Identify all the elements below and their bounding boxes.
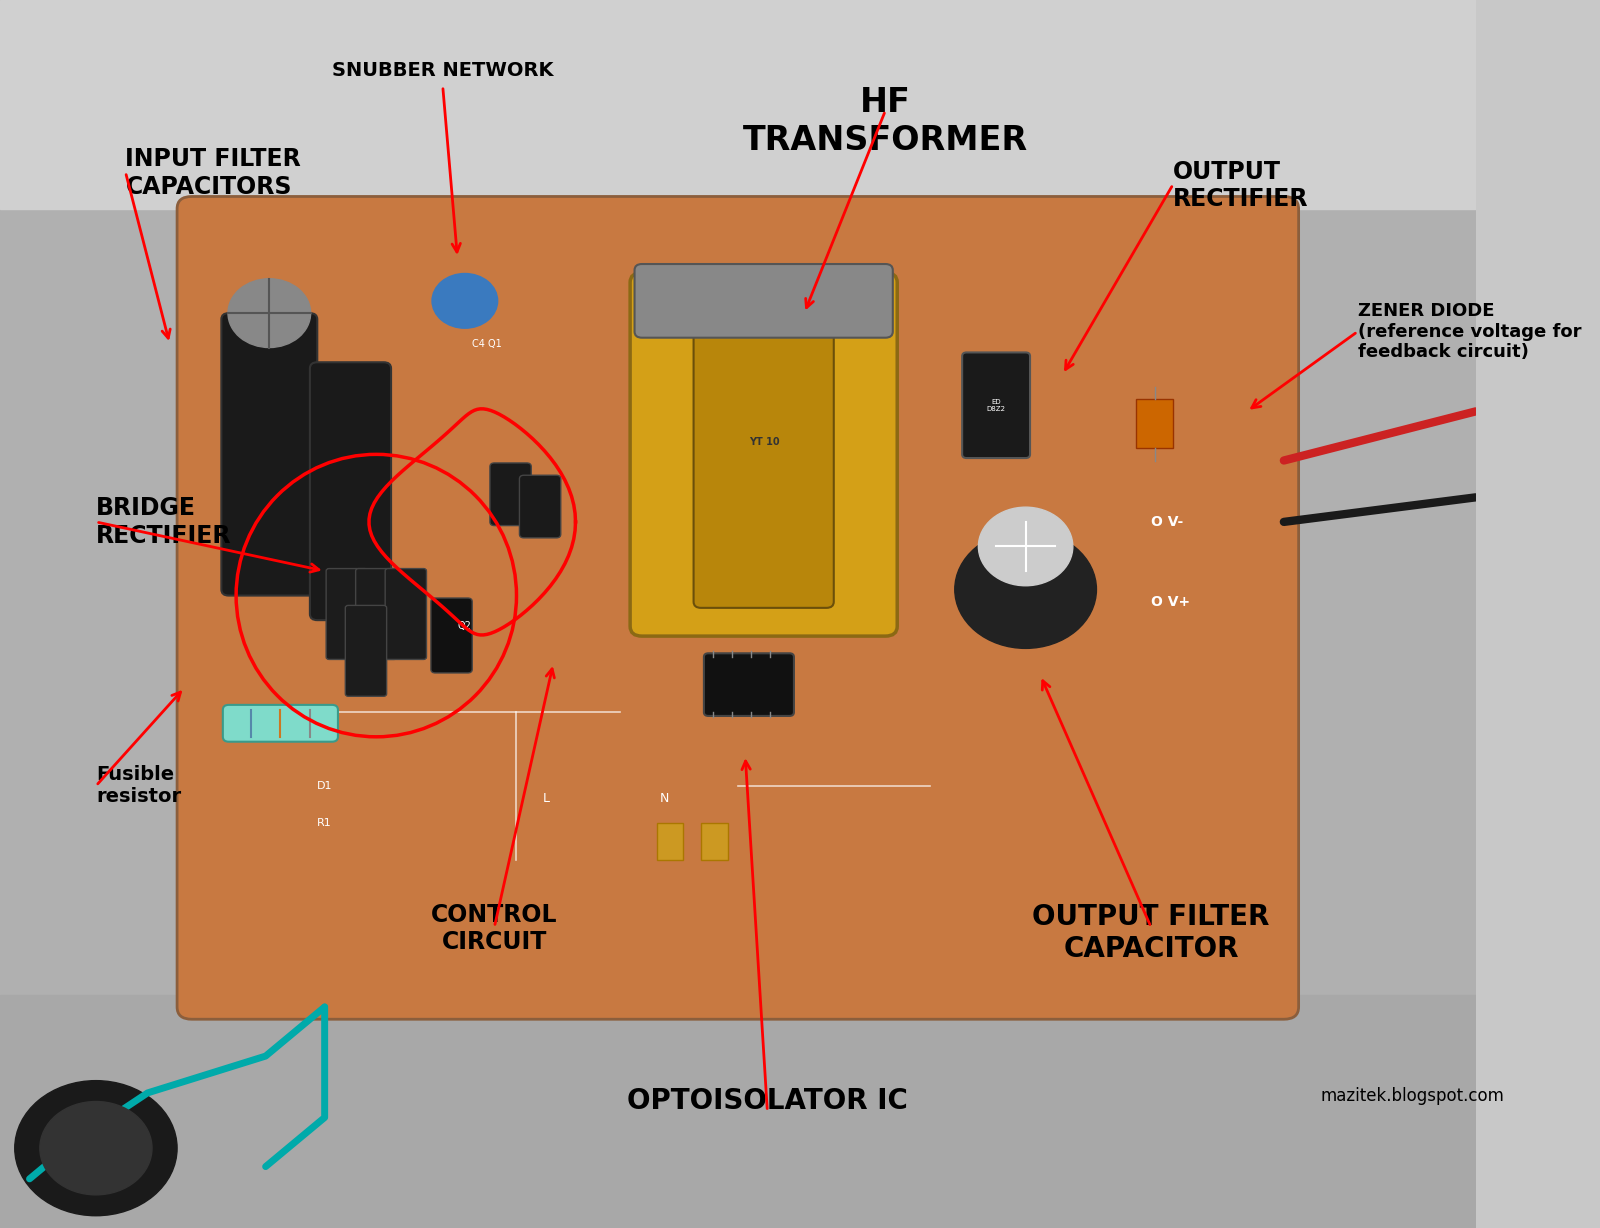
Bar	[0, 0, 1475, 209]
FancyBboxPatch shape	[520, 475, 560, 538]
FancyBboxPatch shape	[222, 705, 338, 742]
FancyBboxPatch shape	[635, 264, 893, 338]
FancyBboxPatch shape	[386, 569, 427, 659]
FancyBboxPatch shape	[221, 313, 317, 596]
Bar	[656, 823, 683, 860]
Text: ED
D8Z2: ED D8Z2	[987, 399, 1005, 411]
Text: ZENER DIODE
(reference voltage for
feedback circuit): ZENER DIODE (reference voltage for feedb…	[1358, 302, 1581, 361]
FancyBboxPatch shape	[430, 598, 472, 673]
Text: O V+: O V+	[1150, 594, 1190, 609]
Bar	[1136, 399, 1173, 448]
Bar	[0, 0, 214, 1228]
Circle shape	[978, 507, 1074, 586]
Text: OUTPUT
RECTIFIER: OUTPUT RECTIFIER	[1173, 160, 1309, 211]
Text: O V-: O V-	[1150, 515, 1184, 529]
Text: R1: R1	[317, 818, 333, 828]
Text: Q2: Q2	[458, 621, 472, 631]
Text: SNUBBER NETWORK: SNUBBER NETWORK	[331, 61, 554, 80]
Circle shape	[14, 1081, 178, 1216]
Text: OUTPUT FILTER
CAPACITOR: OUTPUT FILTER CAPACITOR	[1032, 903, 1270, 963]
Circle shape	[227, 279, 310, 348]
Circle shape	[40, 1102, 152, 1195]
FancyBboxPatch shape	[310, 362, 390, 620]
Text: N: N	[659, 792, 669, 804]
FancyBboxPatch shape	[704, 653, 794, 716]
FancyBboxPatch shape	[630, 273, 898, 636]
Text: BRIDGE
RECTIFIER: BRIDGE RECTIFIER	[96, 496, 232, 548]
FancyBboxPatch shape	[326, 569, 368, 659]
Bar	[1262, 0, 1475, 1228]
Text: HF
TRANSFORMER: HF TRANSFORMER	[742, 86, 1027, 157]
FancyBboxPatch shape	[355, 569, 397, 659]
Text: D1: D1	[317, 781, 333, 791]
Bar	[0, 995, 1475, 1228]
Text: YT 10: YT 10	[749, 437, 779, 447]
FancyBboxPatch shape	[962, 352, 1030, 458]
Bar	[701, 823, 728, 860]
FancyBboxPatch shape	[346, 605, 387, 696]
Text: mazitek.blogspot.com: mazitek.blogspot.com	[1320, 1087, 1504, 1105]
Text: INPUT FILTER
CAPACITORS: INPUT FILTER CAPACITORS	[125, 147, 301, 199]
Text: OPTOISOLATOR IC: OPTOISOLATOR IC	[627, 1087, 907, 1115]
Text: L: L	[542, 792, 549, 804]
FancyBboxPatch shape	[178, 196, 1299, 1019]
Text: Fusible
resistor: Fusible resistor	[96, 765, 181, 807]
Circle shape	[955, 530, 1096, 648]
Circle shape	[432, 274, 498, 328]
FancyBboxPatch shape	[490, 463, 531, 526]
Text: C4 Q1: C4 Q1	[472, 339, 502, 349]
FancyBboxPatch shape	[693, 301, 834, 608]
Text: CONTROL
CIRCUIT: CONTROL CIRCUIT	[430, 903, 558, 954]
